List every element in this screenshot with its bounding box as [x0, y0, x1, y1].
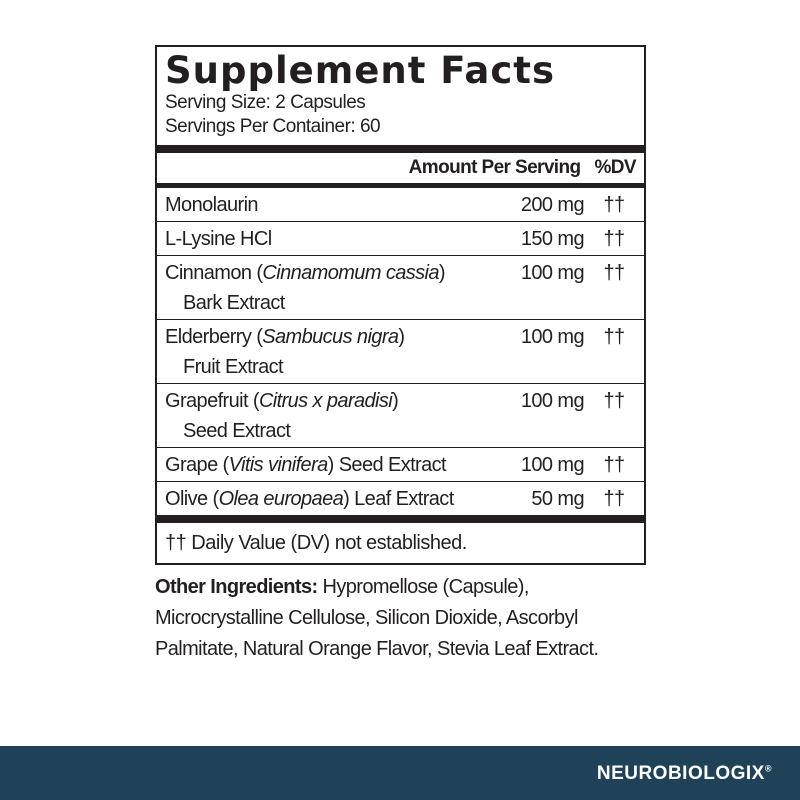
ingredient-row: L-Lysine HCl 150 mg ††: [157, 221, 644, 255]
ingredient-row: Olive (Olea europaea) Leaf Extract 50 mg †…: [157, 481, 644, 515]
amount: 100 mg: [520, 262, 585, 284]
ingredient-row: Cinnamon (Cinnamomum cassia) Bark Extract…: [157, 255, 644, 319]
ingredient-row: Grapefruit (Citrus x paradisi) Seed Extra…: [157, 383, 644, 447]
supplement-facts-panel: Supplement Facts Serving Size: 2 Capsule…: [155, 45, 646, 565]
amount: 50 mg: [531, 488, 584, 510]
divider: [157, 145, 644, 153]
dv: ††: [603, 326, 625, 348]
amount: 200 mg: [520, 194, 585, 216]
other-ingredients-label: Other Ingredients:: [155, 576, 318, 598]
other-ingredients: Other Ingredients: Hypromellose (Capsule…: [155, 572, 655, 665]
dv: ††: [603, 262, 625, 284]
dv-header: %DV: [594, 157, 637, 178]
other-ingredients-text: Hypromellose (Capsule), Microcrystalline…: [155, 576, 599, 660]
divider: [157, 183, 644, 188]
dv: ††: [603, 488, 625, 510]
dv: ††: [603, 194, 625, 216]
panel-title: Supplement Facts: [165, 49, 556, 92]
footnote: †† Daily Value (DV) not established.: [165, 532, 467, 554]
dv: ††: [603, 390, 625, 412]
amount-header: Amount Per Serving: [408, 157, 581, 178]
brand-bar: NEUROBIOLOGIX®: [0, 746, 800, 800]
brand-logo: NEUROBIOLOGIX®: [596, 763, 772, 784]
amount: 100 mg: [520, 454, 585, 476]
ingredient-row: Monolaurin 200 mg ††: [157, 188, 644, 221]
serving-size: Serving Size: 2 Capsules: [165, 92, 366, 113]
amount: 150 mg: [520, 228, 585, 250]
divider: [157, 515, 644, 523]
column-header: Amount Per Serving %DV: [157, 153, 644, 183]
servings-per-container: Servings Per Container: 60: [165, 116, 381, 137]
ingredient-rows: Monolaurin 200 mg †† L-Lysine HCl 150 mg †† …: [157, 188, 644, 515]
amount: 100 mg: [520, 390, 585, 412]
dv: ††: [603, 228, 625, 250]
amount: 100 mg: [520, 326, 585, 348]
dv: ††: [603, 454, 625, 476]
ingredient-row: Elderberry (Sambucus nigra) Fruit Extract…: [157, 319, 644, 383]
ingredient-row: Grape (Vitis vinifera) Seed Extract 100 m…: [157, 447, 644, 481]
